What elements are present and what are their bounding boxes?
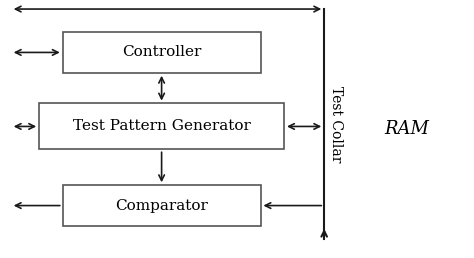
Text: Test Collar: Test Collar bbox=[329, 86, 343, 162]
FancyBboxPatch shape bbox=[63, 185, 261, 226]
Text: Comparator: Comparator bbox=[115, 199, 208, 213]
Text: Test Pattern Generator: Test Pattern Generator bbox=[73, 119, 251, 133]
Text: RAM: RAM bbox=[384, 120, 429, 138]
FancyBboxPatch shape bbox=[63, 32, 261, 73]
FancyBboxPatch shape bbox=[39, 103, 284, 149]
Text: Controller: Controller bbox=[122, 45, 201, 59]
